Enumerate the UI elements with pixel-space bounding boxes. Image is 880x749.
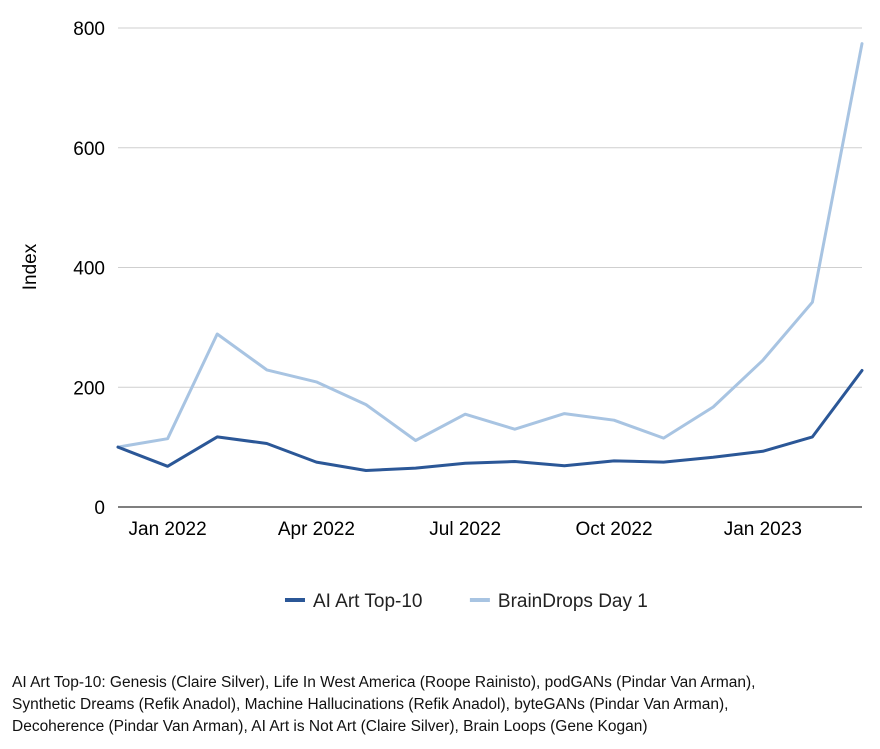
series-line bbox=[116, 42, 864, 449]
x-tick-label: Oct 2022 bbox=[575, 519, 652, 540]
x-tick-label: Jan 2022 bbox=[129, 519, 207, 540]
x-tick-label: Jan 2023 bbox=[724, 519, 802, 540]
footnote-line: Synthetic Dreams (Refik Anadol), Machine… bbox=[12, 696, 729, 713]
x-tick-label: Apr 2022 bbox=[278, 519, 355, 540]
legend-label: AI Art Top-10 bbox=[313, 591, 423, 612]
line-chart: 0 200 400 600 800 Jan 2022 Apr 2022 Jul 2022 Oct… bbox=[20, 19, 864, 612]
y-axis-title: Index bbox=[20, 243, 41, 290]
footnote-line: Decoherence (Pindar Van Arman), AI Art i… bbox=[12, 718, 648, 735]
y-tick-label: 800 bbox=[73, 19, 105, 40]
footnote-line: AI Art Top-10: Genesis (Claire Silver), … bbox=[12, 674, 756, 691]
chart-svg: 0 200 400 600 800 Jan 2022 Apr 2022 Jul 2022 Oct… bbox=[20, 19, 864, 612]
y-tick-label: 400 bbox=[73, 259, 105, 280]
legend-label: BrainDrops Day 1 bbox=[498, 591, 648, 612]
y-tick-label: 0 bbox=[94, 498, 105, 519]
y-tick-label: 200 bbox=[73, 378, 105, 399]
x-tick-label: Jul 2022 bbox=[429, 519, 501, 540]
footnote: AI Art Top-10: Genesis (Claire Silver), … bbox=[12, 672, 872, 738]
series-line bbox=[116, 369, 864, 472]
y-tick-label: 600 bbox=[73, 139, 105, 160]
